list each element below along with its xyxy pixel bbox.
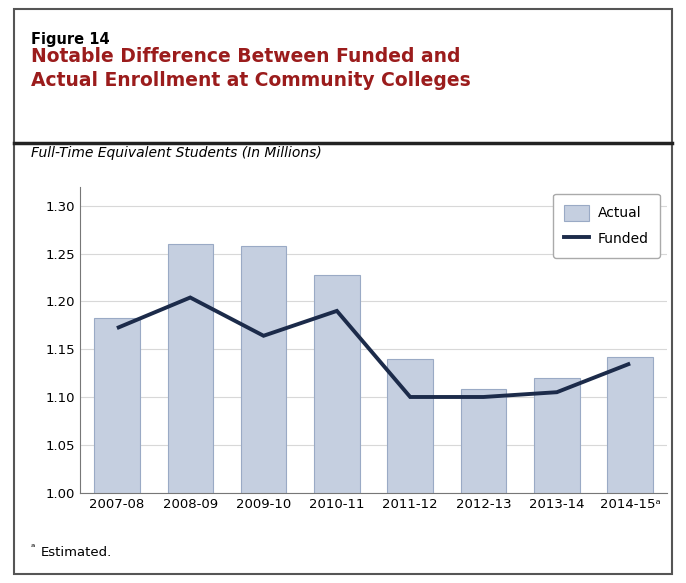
Bar	[534, 378, 580, 583]
Text: Notable Difference Between Funded and
Actual Enrollment at Community Colleges: Notable Difference Between Funded and Ac…	[31, 47, 471, 90]
Bar	[314, 275, 359, 583]
Text: Estimated.: Estimated.	[41, 546, 113, 559]
Text: Full-Time Equivalent Students (In Millions): Full-Time Equivalent Students (In Millio…	[31, 146, 322, 160]
Bar	[167, 244, 213, 583]
Bar	[607, 357, 653, 583]
Bar	[388, 359, 433, 583]
Bar	[241, 246, 286, 583]
Text: Figure 14: Figure 14	[31, 32, 110, 47]
Bar	[94, 318, 140, 583]
Legend: Actual, Funded: Actual, Funded	[554, 194, 660, 258]
Bar	[461, 389, 506, 583]
Text: ᵃ: ᵃ	[31, 543, 35, 553]
